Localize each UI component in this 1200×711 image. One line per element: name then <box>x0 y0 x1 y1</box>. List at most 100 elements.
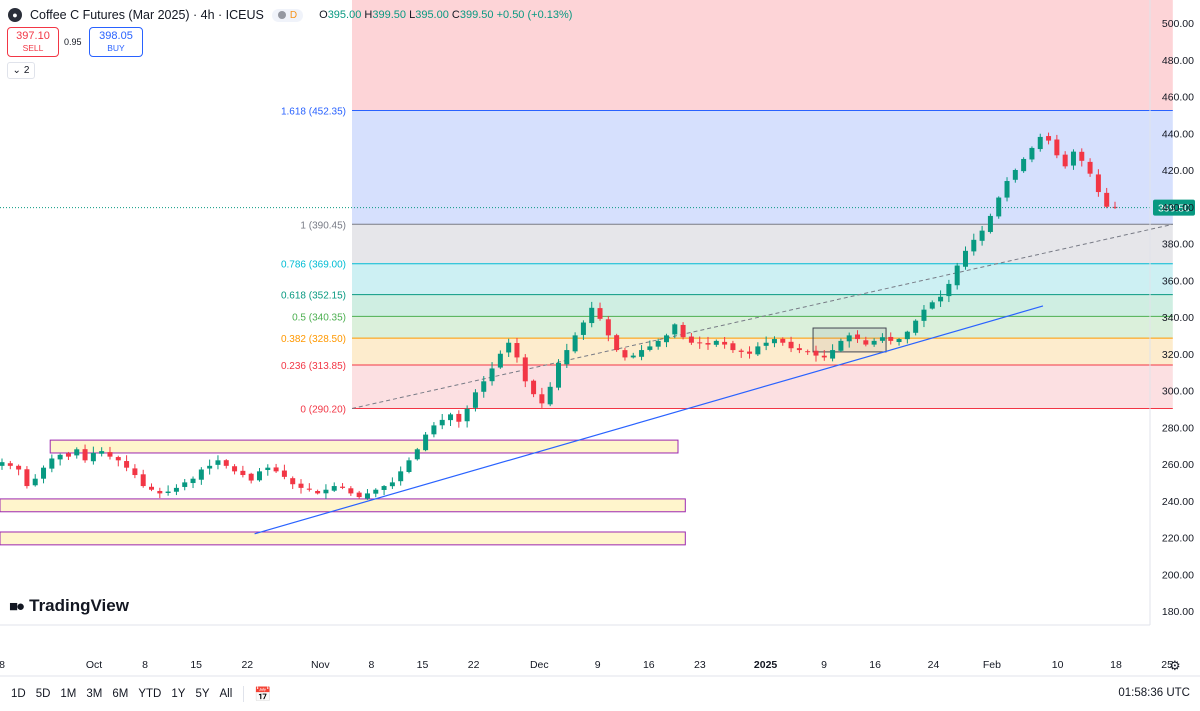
calendar-range-icon[interactable]: 📅 <box>254 685 272 702</box>
sell-button[interactable]: 397.10 SELL <box>7 27 59 57</box>
candle-body <box>896 339 902 343</box>
price-tick-label: 320.00 <box>1162 349 1194 361</box>
candle-body <box>140 474 146 487</box>
candle-body <box>265 467 271 470</box>
candle-body <box>987 215 993 232</box>
candle-body <box>722 341 728 345</box>
candle-body <box>464 408 470 422</box>
tradingview-logo: ■● TradingView <box>9 596 129 616</box>
candle-body <box>431 425 437 435</box>
change-value: +0.50 (+0.13%) <box>496 9 573 21</box>
candle-body <box>904 331 910 340</box>
range-5d[interactable]: 5D <box>35 688 51 700</box>
candle-body <box>306 488 312 490</box>
candle-body <box>913 320 919 333</box>
range-3m[interactable]: 3M <box>86 688 103 700</box>
candle-body <box>456 413 462 422</box>
candle-body <box>248 473 254 481</box>
candle-body <box>323 489 329 494</box>
range-1d[interactable]: 1D <box>11 688 26 700</box>
price-tick-label: 300.00 <box>1162 386 1194 398</box>
candle-body <box>414 449 420 460</box>
candle-body <box>1112 206 1118 208</box>
candle-body <box>821 355 827 358</box>
session-indicator[interactable]: D <box>271 8 304 22</box>
chevron-down-icon: ⌄ <box>12 65 21 76</box>
candle-body <box>738 350 744 352</box>
fib-level-label: 0.236 (313.85) <box>281 361 346 372</box>
price-tick-label: 500.00 <box>1162 18 1194 30</box>
candle-body <box>223 460 229 466</box>
price-tick-label: 440.00 <box>1162 128 1194 140</box>
candlesticks <box>0 132 1118 500</box>
time-tick-label: 23 <box>694 659 706 671</box>
candle-body <box>290 478 296 485</box>
candle-body <box>1037 136 1043 150</box>
indicator-count: 2 <box>23 65 30 76</box>
candle-body <box>356 492 362 498</box>
buy-button[interactable]: 398.05 BUY <box>89 27 143 57</box>
candle-body <box>755 346 761 355</box>
candle-body <box>954 265 960 286</box>
range-1m[interactable]: 1M <box>60 688 77 700</box>
candle-body <box>771 339 777 344</box>
candle-body <box>589 307 595 324</box>
mode-letter: D <box>289 9 298 21</box>
high-value: 399.50 <box>372 9 407 21</box>
time-tick-label: Feb <box>983 659 1001 671</box>
candle-body <box>373 489 379 494</box>
candle-body <box>1046 136 1052 141</box>
time-tick-label: 15 <box>190 659 202 671</box>
candle-body <box>688 336 694 343</box>
time-tick-label: 10 <box>1052 659 1064 671</box>
time-tick-label: 9 <box>595 659 601 671</box>
candle-body <box>1012 170 1018 180</box>
candle-body <box>630 355 636 358</box>
range-1y[interactable]: 1Y <box>171 688 186 700</box>
candle-body <box>1079 151 1085 161</box>
support-zone <box>0 531 686 546</box>
last-price-line: 399.50 <box>0 199 1195 216</box>
buy-label: BUY <box>107 43 125 53</box>
candle-body <box>921 309 927 321</box>
close-value: 399.50 <box>459 9 494 21</box>
time-tick-label: 8 <box>142 659 148 671</box>
candle-body <box>124 461 130 468</box>
time-tick-label: 8 <box>368 659 374 671</box>
candle-body <box>1029 147 1035 160</box>
candle-body <box>888 336 894 341</box>
candle-body <box>49 458 55 469</box>
candle-body <box>99 451 105 454</box>
candle-body <box>971 239 977 252</box>
last-price-label: 399.50 <box>1158 203 1190 215</box>
candle-body <box>489 368 495 382</box>
candle-body <box>763 342 769 346</box>
candle-body <box>580 322 586 335</box>
candle-body <box>423 434 429 451</box>
range-6m[interactable]: 6M <box>112 688 129 700</box>
range-all[interactable]: All <box>219 688 233 700</box>
logo-text: TradingView <box>29 596 129 615</box>
coffee-logo-icon: ● <box>8 8 22 22</box>
fib-level-label: 0.618 (352.15) <box>281 291 346 302</box>
candle-body <box>680 324 686 338</box>
range-5y[interactable]: 5Y <box>195 688 210 700</box>
candle-body <box>107 452 113 457</box>
price-axis: 500.00 480.00 460.00 440.00 420.00 400.00 380.… <box>1149 0 1194 625</box>
candle-body <box>547 386 553 405</box>
price-tick-label: 240.00 <box>1162 496 1194 508</box>
fib-trend-dashed-line <box>351 223 1173 409</box>
indicator-collapse-button[interactable]: ⌄ 2 <box>7 62 35 79</box>
symbol-title[interactable]: Coffee C Futures (Mar 2025) · 4h · ICEUS <box>30 8 264 22</box>
low-value: 395.00 <box>415 9 449 21</box>
buy-price: 398.05 <box>99 30 133 42</box>
sell-price: 397.10 <box>16 30 50 42</box>
price-tick-label: 360.00 <box>1162 275 1194 287</box>
gear-icon[interactable]: ⚙ <box>1169 658 1181 673</box>
candle-body <box>7 463 13 466</box>
candle-body <box>1087 161 1093 174</box>
range-ytd[interactable]: YTD <box>138 688 162 700</box>
candle-body <box>838 340 844 351</box>
time-tick-label: 22 <box>241 659 253 671</box>
